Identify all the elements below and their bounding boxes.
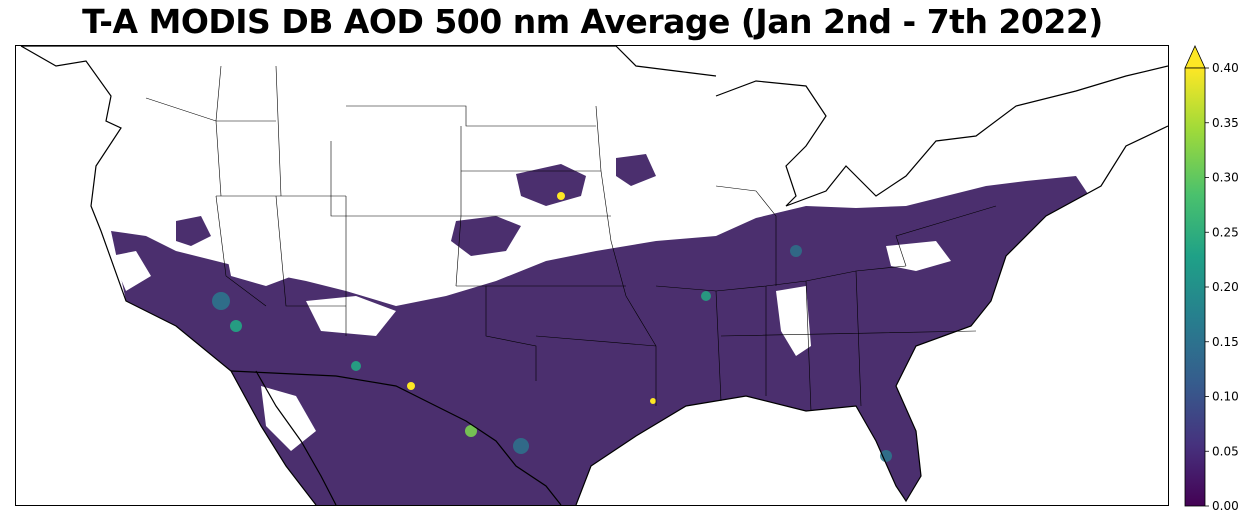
hotspot-mississippi: [701, 291, 711, 301]
aod-region-west: [111, 176, 1096, 505]
colorbar-tick-label: 0.05: [1212, 444, 1239, 458]
colorbar: 0.00 0.05 0.10 0.15 0.20 0.25 0.30 0.35 0.40: [1184, 45, 1239, 513]
colorbar-tick-label: 0.20: [1212, 280, 1239, 294]
colorbar-tick-label: 0.25: [1212, 225, 1239, 239]
colorbar-tick-label: 0.40: [1212, 61, 1239, 75]
gap-northeast: [886, 241, 951, 271]
great-lakes-shore: [715, 65, 1168, 207]
hotspot-florida: [880, 450, 892, 462]
state-lines-central: [346, 105, 657, 406]
hotspot-la: [230, 320, 242, 332]
hotspot-central-valley: [212, 292, 230, 310]
map-panel[interactable]: [15, 45, 1169, 506]
map-canvas[interactable]: [16, 46, 1168, 505]
colorbar-tick-label: 0.15: [1212, 335, 1239, 349]
hotspot-gulf: [650, 398, 656, 404]
colorbar-ticks: 0.00 0.05 0.10 0.15 0.20 0.25 0.30 0.35 0.40: [1205, 61, 1239, 513]
gap-kentucky: [776, 286, 811, 356]
hotspot-texas-2: [407, 382, 415, 390]
colorbar-gradient: [1184, 67, 1206, 507]
aod-region-wisconsin: [616, 154, 656, 186]
coastline-layer: [20, 46, 1168, 505]
colorbar-tick-label: 0.00: [1212, 499, 1239, 513]
canada-border: [21, 46, 717, 77]
colorbar-tick-label: 0.30: [1212, 171, 1239, 185]
gap-baja: [261, 386, 316, 451]
colorbar-extend-arrow: [1184, 45, 1206, 69]
gap-nevada: [111, 251, 151, 291]
aod-region-plains-north: [516, 164, 586, 206]
gulf-coast: [575, 125, 1168, 505]
mexico-border: [230, 370, 562, 505]
aod-data-layer: [111, 154, 1096, 505]
hotspot-ohio: [790, 245, 802, 257]
gap-wyoming: [226, 246, 306, 286]
baja-coast: [255, 370, 337, 505]
aod-region-great-basin: [176, 216, 211, 246]
colorbar-tick-label: 0.35: [1212, 116, 1239, 130]
west-coastline: [20, 46, 317, 505]
hotspot-texas-1: [465, 425, 477, 437]
aod-hotspots: [212, 192, 892, 462]
state-lines-east: [655, 185, 997, 412]
map-title: T-A MODIS DB AOD 500 nm Average (Jan 2nd…: [82, 2, 1103, 41]
colorbar-tick-label: 0.10: [1212, 390, 1239, 404]
aod-region-nebraska: [451, 216, 521, 256]
hotspot-dakota: [557, 192, 565, 200]
hotspot-south-texas: [513, 438, 529, 454]
state-borders-layer: [145, 65, 997, 412]
hotspot-phoenix: [351, 361, 361, 371]
data-gaps-layer: [111, 241, 951, 451]
